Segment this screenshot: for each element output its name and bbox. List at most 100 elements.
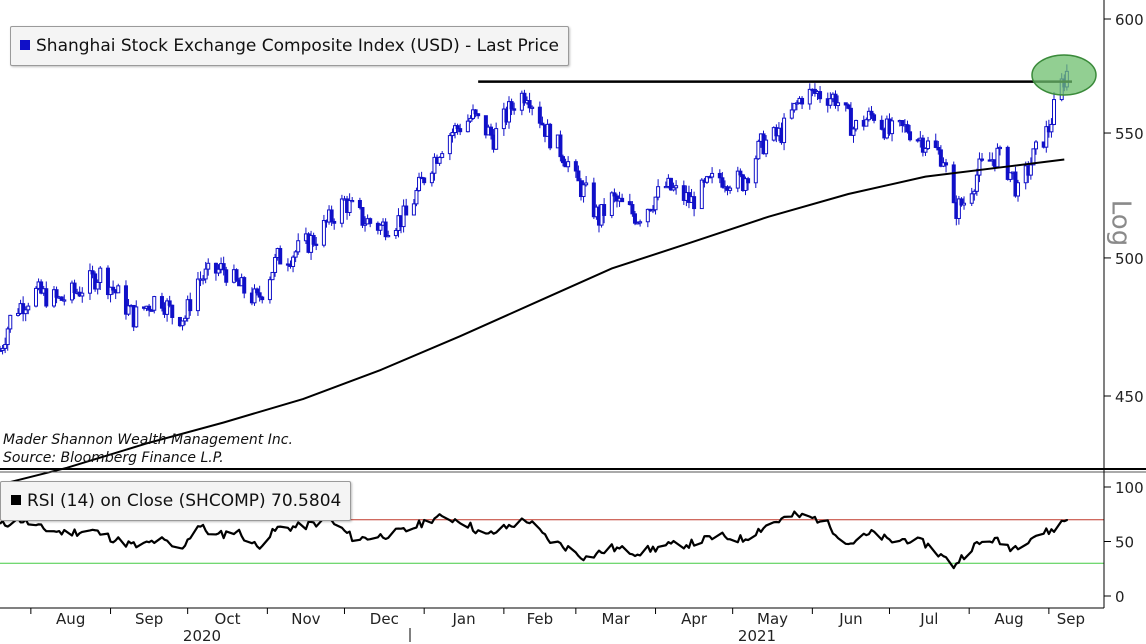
x-month-label: Oct — [215, 610, 241, 628]
candle-body — [753, 158, 758, 184]
candle-body — [1052, 99, 1057, 125]
candle-body — [80, 292, 85, 297]
candle-body — [668, 177, 673, 191]
candle-body — [527, 100, 532, 109]
credit-source: Source: Bloomberg Finance L.P. — [3, 450, 224, 466]
candle-body — [26, 305, 31, 311]
candle-body — [347, 200, 352, 213]
candle-body — [632, 213, 637, 224]
candle-body — [764, 139, 769, 155]
rsi-legend-label: RSI (14) on Close (SHCOMP) 70.5804 — [27, 491, 342, 511]
candle-body — [794, 102, 799, 105]
candle-body — [51, 289, 56, 307]
candle-body — [450, 132, 455, 137]
candle-body — [869, 110, 874, 116]
x-month-label: Jun — [838, 610, 862, 628]
candle-body — [437, 156, 442, 164]
candle-body — [920, 137, 925, 153]
candle-body — [584, 182, 589, 186]
rsi-y-tick-label: 50 — [1115, 534, 1134, 552]
candle-body — [447, 135, 452, 155]
candle-body — [674, 185, 679, 189]
candle-body — [432, 156, 437, 174]
candle-body — [573, 161, 578, 172]
candle-body — [201, 278, 206, 281]
candle-body — [972, 190, 977, 195]
candle-body — [833, 93, 838, 107]
candle-body — [329, 209, 334, 222]
candle-body — [537, 106, 542, 124]
candle-body — [255, 288, 260, 294]
candle-body — [998, 146, 1003, 150]
candle-body — [746, 178, 751, 184]
candle-body — [1008, 172, 1013, 180]
candle-body — [414, 190, 419, 205]
candle-body — [612, 192, 617, 197]
candle-body — [974, 174, 979, 192]
candle-body — [512, 108, 517, 111]
candle-body — [977, 158, 982, 176]
candle-body — [936, 146, 941, 151]
candle-body — [339, 198, 344, 224]
candle-body — [458, 128, 463, 133]
candle-body — [383, 221, 388, 238]
candle-body — [807, 88, 812, 105]
candle-body — [879, 119, 884, 130]
candle-body — [252, 288, 257, 304]
candle-body — [393, 229, 398, 237]
candle-body — [854, 119, 859, 130]
candle-body — [293, 251, 298, 258]
x-month-label: Mar — [602, 610, 631, 628]
rsi-y-tick-label: 0 — [1115, 588, 1125, 606]
candle-body — [93, 273, 98, 290]
candle-body — [489, 126, 494, 136]
candle-body — [195, 278, 200, 312]
candle-body — [627, 201, 632, 206]
candle-body — [956, 198, 961, 219]
candle-body — [969, 193, 974, 204]
candle-body — [116, 285, 121, 294]
legend-swatch-icon — [20, 40, 30, 50]
x-month-label: Dec — [370, 610, 399, 628]
candle-body — [350, 199, 355, 203]
candles — [0, 64, 1069, 355]
candle-body — [962, 202, 967, 206]
candle-body — [800, 97, 805, 105]
candle-body — [360, 207, 365, 226]
x-month-label: Nov — [291, 610, 320, 628]
candle-body — [411, 203, 416, 216]
candle-body — [429, 172, 434, 184]
candle-body — [692, 196, 697, 210]
candle-body — [671, 187, 676, 191]
candle-body — [108, 286, 113, 296]
candle-body — [404, 205, 409, 216]
candle-body — [188, 299, 193, 312]
candle-body — [39, 281, 44, 294]
x-year-label: 2021 — [738, 627, 776, 644]
price-legend: Shanghai Stock Exchange Composite Index … — [10, 26, 569, 66]
candle-body — [560, 156, 565, 164]
candle-body — [291, 256, 296, 267]
candle-body — [180, 320, 185, 327]
x-month-label: Sep — [135, 610, 163, 628]
candle-body — [357, 199, 362, 209]
candle-body — [311, 234, 316, 245]
candle-body — [267, 279, 272, 301]
candle-body — [473, 109, 478, 115]
candle-body — [663, 185, 668, 189]
highlight-circle — [1031, 54, 1097, 96]
candle-body — [756, 140, 761, 160]
candle-body — [273, 256, 278, 273]
candle-body — [1005, 146, 1010, 180]
rsi-y-tick-label: 100 — [1115, 479, 1144, 497]
x-month-label: Aug — [994, 610, 1023, 628]
candle-body — [378, 224, 383, 231]
candle-body — [15, 312, 20, 316]
price-legend-label: Shanghai Stock Exchange Composite Index … — [36, 36, 559, 56]
candle-body — [59, 296, 64, 301]
candle-body — [836, 102, 841, 107]
candle-body — [540, 122, 545, 126]
candle-body — [818, 91, 823, 100]
candle-body — [864, 119, 869, 127]
candle-body — [908, 131, 913, 141]
